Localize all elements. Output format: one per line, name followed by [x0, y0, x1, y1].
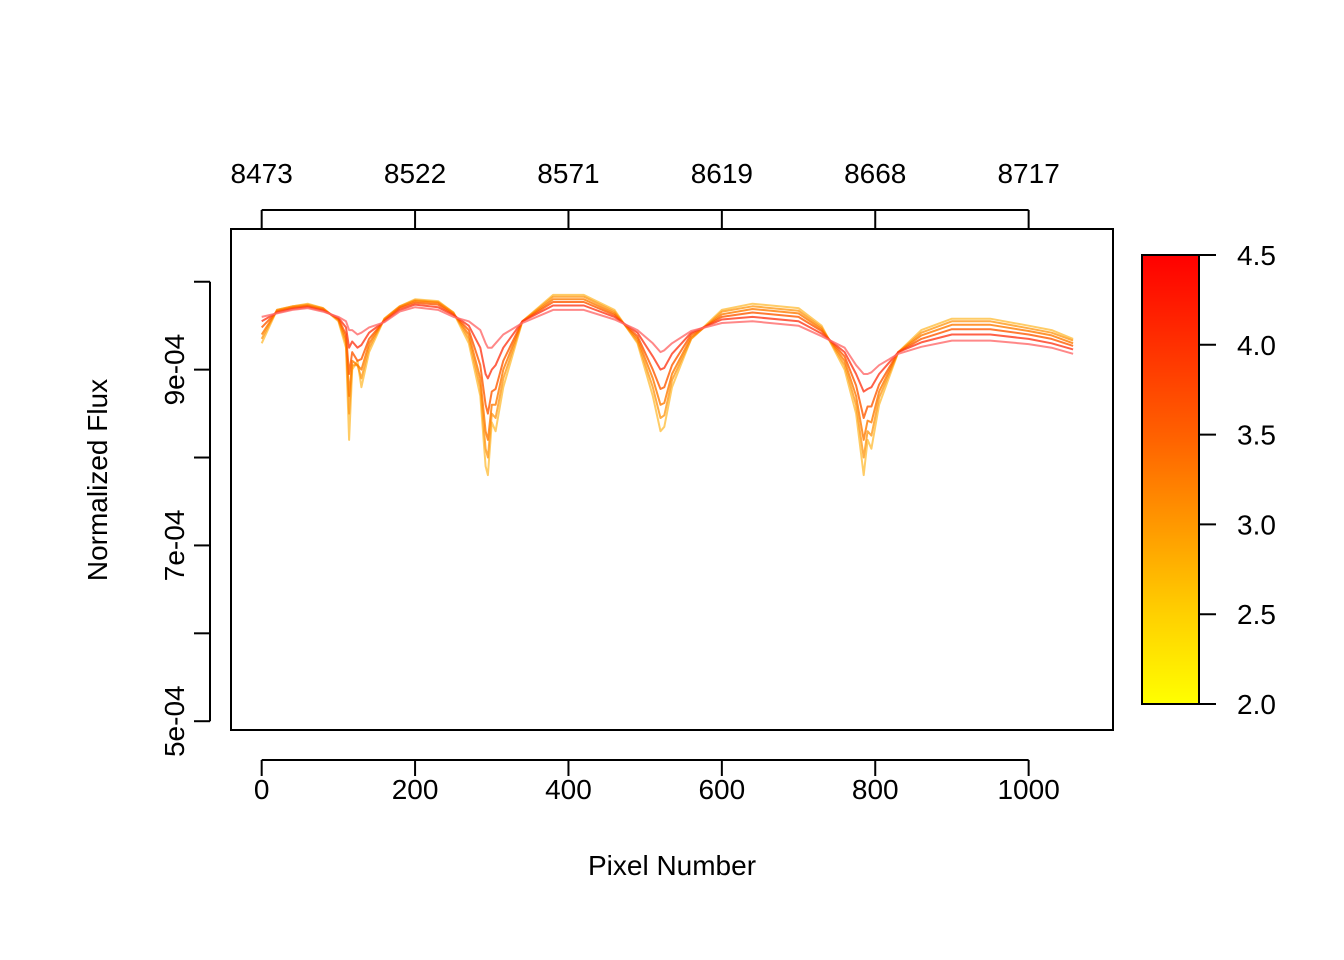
- colorbar-tick-label: 3.0: [1237, 509, 1276, 540]
- series-line-2: [260, 295, 1074, 459]
- colorbar-tick-label: 4.0: [1237, 330, 1276, 361]
- top-tick-label: 8473: [231, 158, 293, 189]
- y-tick-label: 9e-04: [159, 334, 190, 406]
- y-tick-label: 7e-04: [159, 510, 190, 582]
- x-tick-label: 400: [545, 774, 592, 805]
- series-line-5: [261, 303, 1074, 393]
- plot-frame: [230, 228, 1114, 731]
- top-tick-label: 8619: [691, 158, 753, 189]
- x-tick-label: 0: [254, 774, 270, 805]
- y-axis-title: Normalized Flux: [82, 379, 113, 581]
- x-tick-label: 1000: [997, 774, 1059, 805]
- top-tick-label: 8668: [844, 158, 906, 189]
- colorbar-tick-label: 4.5: [1237, 240, 1276, 271]
- x-tick-label: 200: [392, 774, 439, 805]
- y-tick-label: 5e-04: [159, 685, 190, 757]
- colorbar-axis: 2.0 2.5 3.0 3.5 4.0 4.5: [1199, 240, 1276, 720]
- series-line-1: [260, 293, 1074, 477]
- series-line-4: [260, 301, 1074, 419]
- series-line-3: [260, 298, 1074, 441]
- x-tick-label: 800: [852, 774, 899, 805]
- series-line-6: [261, 306, 1074, 375]
- colorbar: [1141, 254, 1200, 705]
- top-tick-label: 8522: [384, 158, 446, 189]
- colorbar-tick-label: 2.0: [1237, 689, 1276, 720]
- colorbar-tick-label: 2.5: [1237, 599, 1276, 630]
- top-axis: 8473 8522 8571 8619 8668 8717: [231, 158, 1060, 229]
- x-axis-title: Pixel Number: [588, 850, 756, 881]
- series-layer: [260, 293, 1074, 477]
- left-axis: 5e-04 7e-04 9e-04: [159, 280, 211, 757]
- top-tick-label: 8571: [537, 158, 599, 189]
- bottom-axis: 0 200 400 600 800 1000: [254, 759, 1060, 805]
- x-tick-label: 600: [698, 774, 745, 805]
- colorbar-tick-label: 3.5: [1237, 420, 1276, 451]
- top-tick-label: 8717: [997, 158, 1059, 189]
